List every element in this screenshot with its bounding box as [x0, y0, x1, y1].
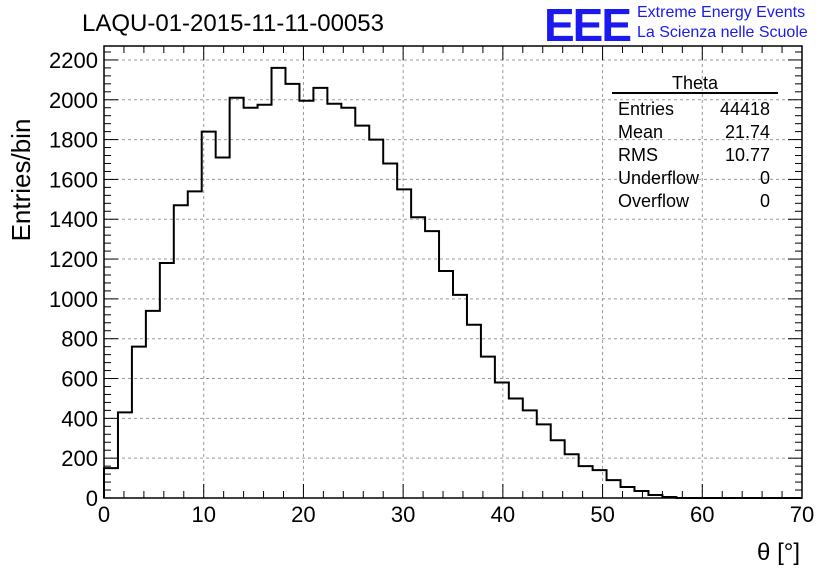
stats-row: Overflow 0 — [612, 190, 778, 213]
stats-title: Theta — [612, 74, 778, 94]
x-tick-label: 20 — [291, 502, 315, 527]
stats-value: 10.77 — [724, 145, 770, 165]
y-tick-label: 0 — [86, 486, 98, 511]
y-tick-label: 600 — [61, 367, 98, 392]
stats-value: 0 — [759, 168, 770, 188]
x-tick-label: 40 — [491, 502, 515, 527]
stats-label: RMS — [618, 145, 658, 165]
eee-logo: EEE — [544, 0, 632, 51]
y-tick-label: 800 — [61, 327, 98, 352]
stats-row: Entries 44418 — [612, 98, 778, 121]
stats-value: 21.74 — [724, 122, 770, 142]
y-tick-label: 200 — [61, 446, 98, 471]
x-tick-label: 0 — [98, 502, 110, 527]
grid-lines — [104, 46, 802, 498]
stats-row: RMS 10.77 — [612, 144, 778, 167]
x-tick-labels: 0 10 20 30 40 50 60 70 — [98, 502, 814, 527]
y-tick-label: 400 — [61, 406, 98, 431]
y-tick-label: 1400 — [49, 207, 98, 232]
stats-label: Overflow — [618, 191, 690, 211]
x-tick-label: 60 — [690, 502, 714, 527]
stats-label: Entries — [618, 99, 675, 119]
y-tick-label: 1200 — [49, 247, 98, 272]
logo-line-1: Extreme Energy Events — [637, 4, 806, 21]
x-tick-label: 30 — [391, 502, 415, 527]
x-tick-label: 10 — [191, 502, 215, 527]
histogram-series — [103, 66, 802, 499]
stats-row: Underflow 0 — [612, 167, 778, 190]
x-axis-label: θ [°] — [757, 539, 800, 566]
y-tick-label: 1600 — [49, 167, 98, 192]
y-tick-label: 2000 — [49, 88, 98, 113]
plot-frame — [103, 45, 803, 499]
x-tick-label: 50 — [590, 502, 614, 527]
x-tick-label: 70 — [790, 502, 814, 527]
stats-label: Underflow — [618, 168, 700, 188]
logo-line-2: La Scienza nelle Scuole — [637, 24, 808, 41]
y-axis-label: Entries/bin — [6, 119, 36, 242]
chart-title: LAQU-01-2015-11-11-00053 — [82, 10, 384, 37]
y-tick-label: 1800 — [49, 128, 98, 153]
stats-value: 44418 — [719, 99, 770, 119]
stats-label: Mean — [618, 122, 664, 142]
y-tick-label: 1000 — [49, 287, 98, 312]
stats-row: Mean 21.74 — [612, 121, 778, 144]
stats-box: Theta Entries 44418 Mean 21.74 RMS 10.77 Under… — [612, 74, 778, 213]
axis-ticks — [103, 46, 803, 499]
y-tick-label: 2200 — [49, 48, 98, 73]
stats-value: 0 — [759, 191, 770, 211]
y-tick-labels: 0 200 400 600 800 1000 1200 1400 1600 1800 2000 220… — [49, 48, 98, 511]
